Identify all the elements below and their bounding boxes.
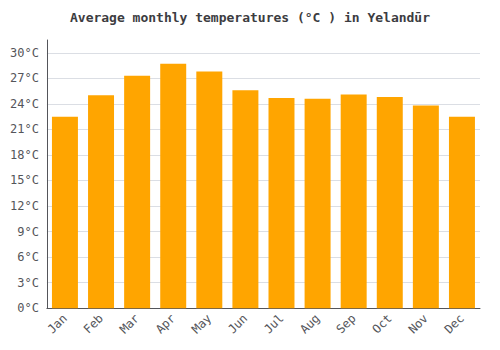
svg-text:May: May [189,311,214,336]
svg-text:Feb: Feb [81,311,106,336]
svg-text:24°C: 24°C [10,97,39,111]
svg-text:30°C: 30°C [10,46,39,60]
svg-text:Dec: Dec [442,311,467,336]
svg-text:6°C: 6°C [17,250,39,264]
svg-text:Nov: Nov [406,311,431,336]
svg-text:Sep: Sep [333,311,358,336]
svg-text:12°C: 12°C [10,199,39,213]
svg-text:27°C: 27°C [10,71,39,85]
svg-text:9°C: 9°C [17,225,39,239]
svg-text:Average monthly temperatures (: Average monthly temperatures (°C ) in Ye… [70,10,430,25]
svg-text:Oct: Oct [370,311,395,336]
svg-text:Jul: Jul [261,311,286,336]
svg-text:Apr: Apr [153,311,178,336]
svg-text:0°C: 0°C [17,301,39,315]
svg-text:15°C: 15°C [10,173,39,187]
svg-text:Mar: Mar [117,311,142,336]
svg-text:3°C: 3°C [17,276,39,290]
svg-text:18°C: 18°C [10,148,39,162]
svg-text:Jun: Jun [225,311,250,336]
svg-text:Aug: Aug [297,311,322,336]
svg-text:Jan: Jan [45,311,70,336]
svg-text:21°C: 21°C [10,122,39,136]
